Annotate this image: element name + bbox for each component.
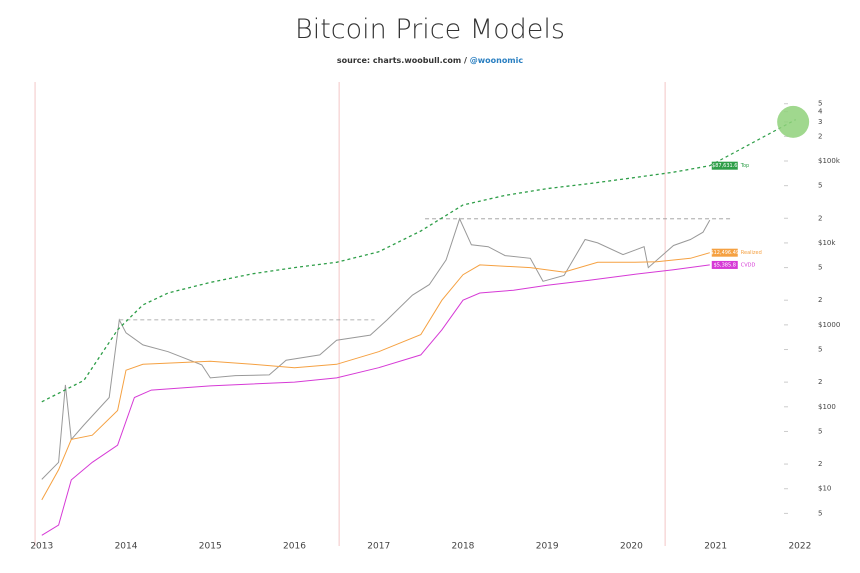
y-tick-label: 2 <box>818 378 822 386</box>
legend-label: Top <box>740 163 749 169</box>
y-tick-label: $10 <box>818 485 831 493</box>
y-tick-label: 5 <box>818 182 822 190</box>
x-tick-label: 2019 <box>536 542 559 552</box>
x-tick-label: 2017 <box>367 542 390 552</box>
series-line <box>41 217 711 480</box>
source-handle: @woonomic <box>469 56 524 65</box>
y-tick-label: 2 <box>818 296 822 304</box>
y-tick-label: 2 <box>818 214 822 222</box>
chart-title: Bitcoin Price Models <box>295 14 565 45</box>
legend-label: Realized <box>741 250 762 256</box>
x-tick-label: 2016 <box>283 542 306 552</box>
y-tick-label: 5 <box>818 427 822 435</box>
highlight-circle <box>777 105 810 138</box>
x-tick-label: 2013 <box>30 542 53 552</box>
x-tick-label: 2018 <box>452 542 475 552</box>
end-label-box <box>711 260 738 269</box>
end-label: $12,496.49 <box>710 250 739 256</box>
series-line <box>41 165 710 403</box>
source: source: charts.woobull.com / <box>336 56 467 65</box>
series-line <box>41 264 710 536</box>
x-tick-label: 2021 <box>704 542 727 552</box>
x-tick-label: 2014 <box>115 542 138 552</box>
projection-line <box>709 119 796 167</box>
y-tick-label: 5 <box>818 509 822 517</box>
y-tick-label: $10k <box>818 239 836 247</box>
x-tick-label: 2020 <box>620 542 643 552</box>
y-tick-label: 4 <box>818 108 823 116</box>
y-tick-label: 3 <box>818 118 822 126</box>
y-tick-label: $1000 <box>818 321 840 329</box>
y-tick-label: 5 <box>818 346 822 354</box>
end-label-box <box>711 248 738 257</box>
end-label: $5,385.8 <box>714 262 736 268</box>
y-tick-label: $100k <box>818 157 841 165</box>
subtitle: source: charts.woobull.com / @woonomic <box>0 56 860 65</box>
end-label-box <box>711 161 738 170</box>
y-tick-label: 5 <box>818 264 822 272</box>
x-tick-label: 2015 <box>199 542 222 552</box>
y-tick-label: $100 <box>818 403 836 411</box>
end-label: $87,631.6 <box>712 163 737 169</box>
x-tick-label: 2022 <box>788 542 811 552</box>
y-tick-label: 2 <box>818 132 822 140</box>
legend-label: CVDD <box>741 262 756 268</box>
y-tick-label: 5 <box>818 100 822 108</box>
y-tick-label: 2 <box>818 460 822 468</box>
series-line <box>41 252 710 501</box>
